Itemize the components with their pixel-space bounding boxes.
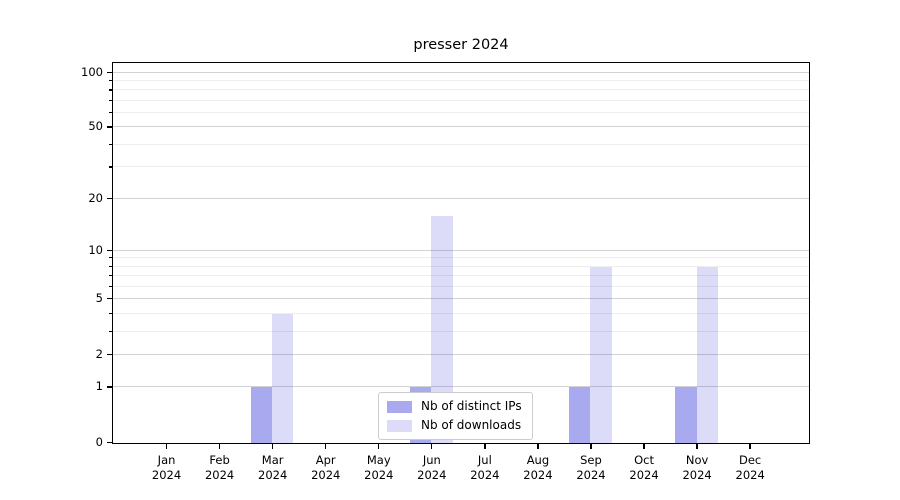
x-tick-mark xyxy=(325,444,327,449)
gridline-minor xyxy=(113,285,809,287)
y-minor-tick-mark xyxy=(109,79,112,82)
bar-nb-of-downloads xyxy=(696,266,718,443)
legend-swatch-downloads-icon xyxy=(387,419,412,432)
x-tick-mark xyxy=(696,444,698,449)
x-tick-mark xyxy=(590,444,592,449)
y-minor-tick-mark xyxy=(109,143,112,146)
y-minor-tick-mark xyxy=(109,257,112,259)
chart-title: presser 2024 xyxy=(413,37,509,53)
y-minor-tick-mark xyxy=(109,265,112,267)
y-minor-tick-mark xyxy=(109,99,112,102)
legend-entry-distinct-ips: Nb of distinct IPs xyxy=(387,399,522,414)
y-tick-label: 0 xyxy=(95,435,103,449)
y-tick-label: 10 xyxy=(88,242,103,257)
y-tick-label: 20 xyxy=(88,190,103,205)
x-tick-label: Feb 2024 xyxy=(204,453,235,482)
gridline-minor xyxy=(113,99,809,101)
gridline-minor xyxy=(113,79,809,81)
gridline-major xyxy=(113,298,809,300)
bar-nb-of-downloads xyxy=(590,266,612,443)
gridline-minor xyxy=(113,257,809,259)
bar-nb-of-downloads xyxy=(272,313,294,443)
x-tick-label: Jan 2024 xyxy=(151,453,182,482)
y-tick-label: 100 xyxy=(81,64,103,79)
x-tick-mark xyxy=(484,444,486,449)
x-tick-label: Jun 2024 xyxy=(417,453,447,482)
x-tick-mark xyxy=(431,444,433,449)
x-tick-mark xyxy=(272,444,274,449)
y-tick-label: 50 xyxy=(88,119,103,134)
y-minor-tick-mark xyxy=(109,285,112,288)
gridline-major xyxy=(113,249,809,251)
x-tick-label: Nov 2024 xyxy=(682,453,712,482)
bar-nb-of-distinct-ips xyxy=(250,387,273,443)
legend-entry-downloads: Nb of downloads xyxy=(387,418,522,433)
gridline-major xyxy=(113,386,809,388)
x-tick-label: Sep 2024 xyxy=(576,453,606,482)
y-tick-mark xyxy=(107,197,112,199)
y-minor-tick-mark xyxy=(109,112,112,114)
x-tick-label: Dec 2024 xyxy=(735,453,765,482)
x-tick-mark xyxy=(165,444,168,449)
legend-label-distinct-ips: Nb of distinct IPs xyxy=(421,399,522,413)
x-tick-mark xyxy=(749,444,751,449)
y-tick-label: 5 xyxy=(95,291,103,306)
gridline-minor xyxy=(113,112,809,114)
y-tick-mark xyxy=(107,126,112,128)
gridline-minor xyxy=(113,89,809,91)
gridline-minor xyxy=(113,275,809,277)
gridline-minor xyxy=(113,330,809,332)
legend-swatch-distinct-ips-icon xyxy=(387,400,412,413)
y-minor-tick-mark xyxy=(109,166,112,168)
gridline-minor xyxy=(113,143,809,145)
x-tick-label: Apr 2024 xyxy=(311,453,341,482)
x-tick-label: Mar 2024 xyxy=(258,453,288,482)
legend: Nb of distinct IPs Nb of downloads xyxy=(378,392,533,440)
bar-nb-of-distinct-ips xyxy=(569,387,591,443)
x-tick-mark xyxy=(218,444,221,449)
x-tick-mark xyxy=(643,444,645,449)
gridline-major xyxy=(113,197,809,199)
y-tick-mark xyxy=(107,298,112,300)
legend-label-downloads: Nb of downloads xyxy=(421,418,522,432)
gridline-minor xyxy=(113,265,809,267)
y-minor-tick-mark xyxy=(109,89,112,91)
x-tick-mark xyxy=(378,444,380,449)
y-tick-mark xyxy=(107,386,112,388)
x-tick-label: May 2024 xyxy=(364,453,394,482)
x-tick-label: Jul 2024 xyxy=(470,453,500,482)
y-tick-label: 2 xyxy=(95,346,103,361)
y-minor-tick-mark xyxy=(109,275,112,277)
gridline-major xyxy=(113,126,809,128)
gridline-major xyxy=(113,353,809,355)
y-minor-tick-mark xyxy=(109,312,112,315)
y-tick-mark xyxy=(107,353,112,356)
bar-nb-of-distinct-ips xyxy=(675,387,697,443)
gridline-minor xyxy=(113,166,809,168)
y-tick-mark xyxy=(107,71,112,73)
gridline-minor xyxy=(113,312,809,314)
x-tick-label: Aug 2024 xyxy=(523,453,553,482)
y-tick-mark xyxy=(107,442,112,444)
y-tick-label: 1 xyxy=(95,379,103,394)
y-tick-mark xyxy=(107,249,112,251)
y-minor-tick-mark xyxy=(109,330,112,333)
plot-area xyxy=(112,62,810,444)
x-tick-mark xyxy=(537,444,539,449)
x-tick-label: Oct 2024 xyxy=(629,453,659,482)
gridline-major xyxy=(113,71,809,73)
bar-nb-of-downloads xyxy=(431,215,453,443)
